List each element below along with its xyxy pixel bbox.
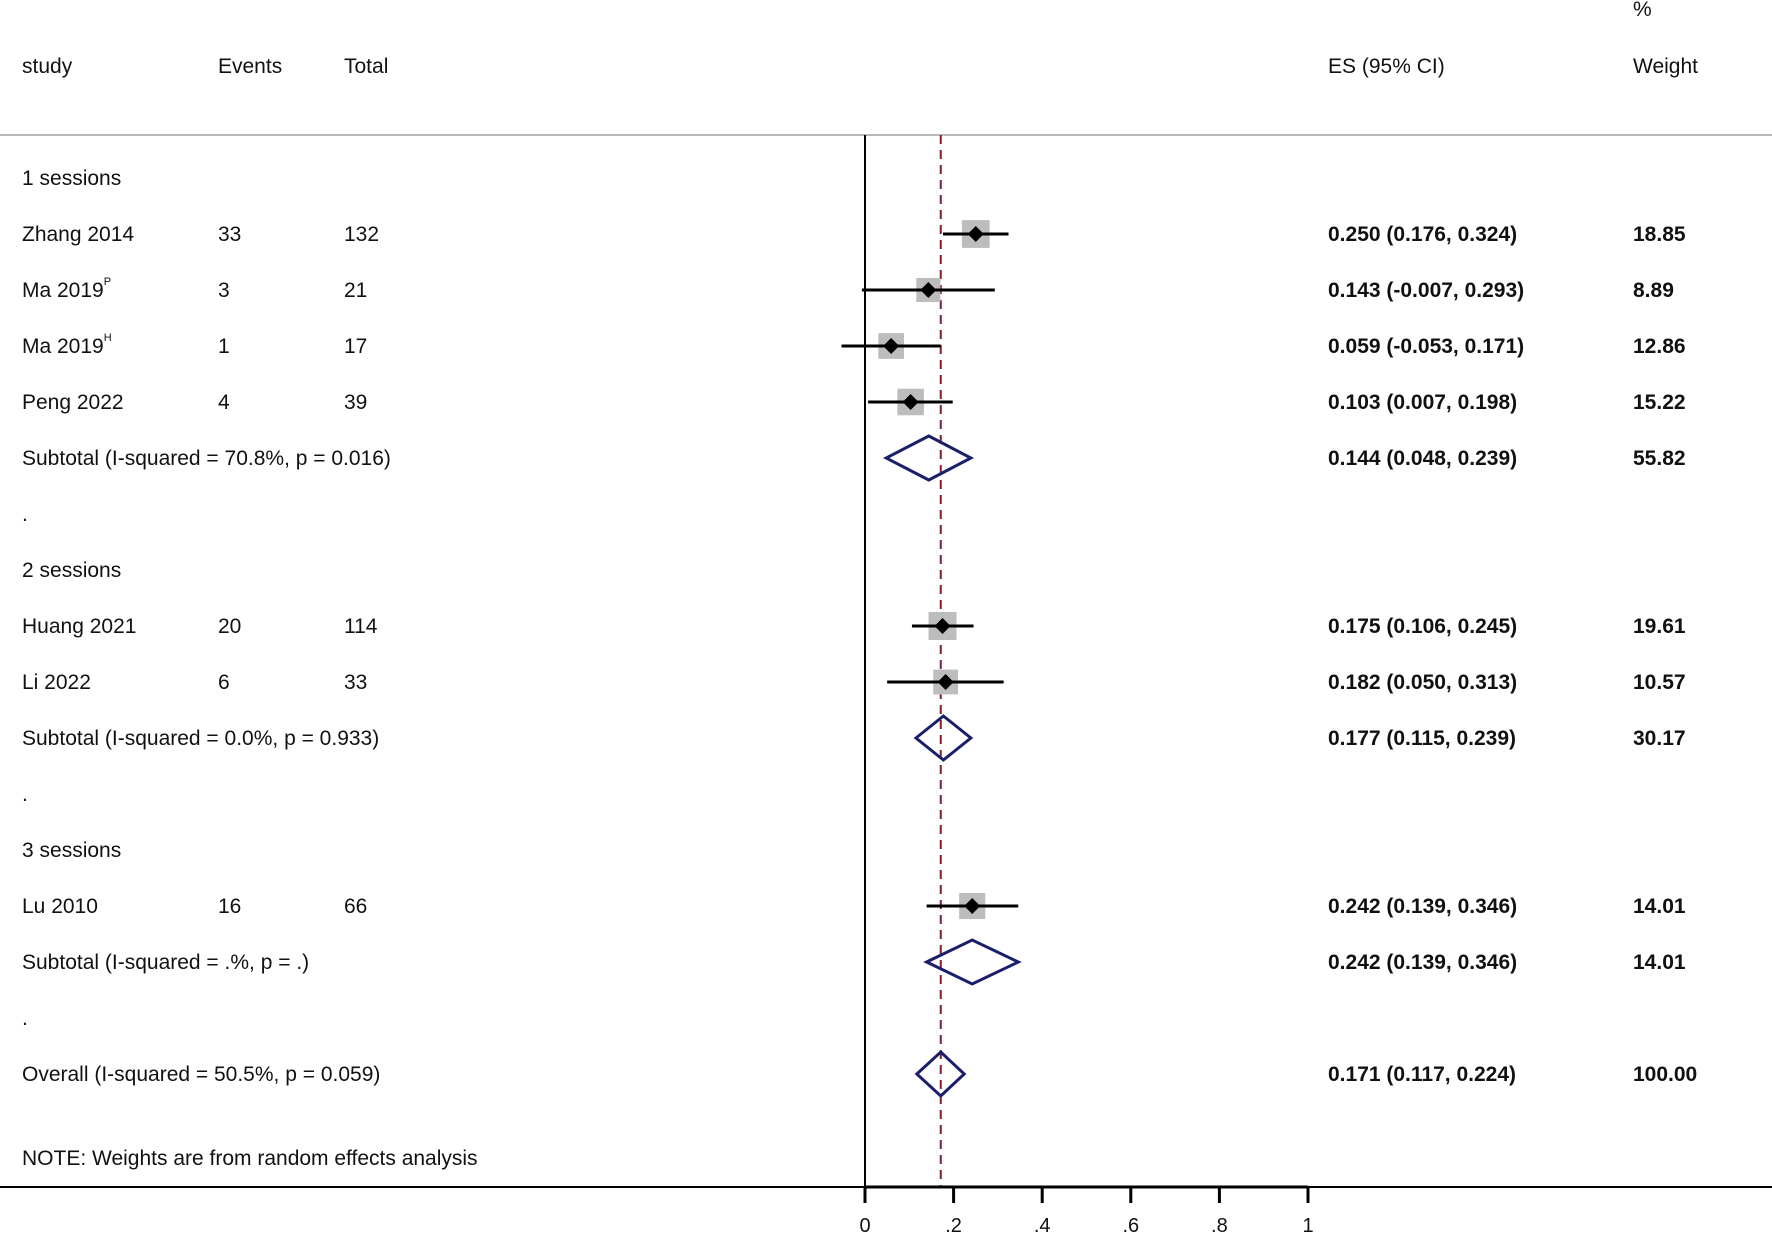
label-text: Ma 2019 xyxy=(22,335,104,358)
study-label: Zhang 2014 xyxy=(22,223,134,246)
point-estimate xyxy=(902,394,919,410)
header-es-ci: ES (95% CI) xyxy=(1328,55,1445,78)
weight-cell: 15.22 xyxy=(1633,391,1686,414)
point-estimate xyxy=(937,674,954,690)
x-tick-label: .6 xyxy=(1122,1215,1139,1237)
plot-layer xyxy=(841,135,1022,1187)
weight-cell: 14.01 xyxy=(1633,895,1686,918)
weight-cell: 10.57 xyxy=(1633,671,1686,694)
point-estimate xyxy=(964,898,981,914)
spacer-dot: . xyxy=(22,1007,28,1030)
weight-cell: 55.82 xyxy=(1633,447,1686,470)
x-tick-label: .8 xyxy=(1211,1215,1228,1237)
events-cell: 3 xyxy=(218,279,230,302)
group-label: 2 sessions xyxy=(22,559,121,582)
point-estimate xyxy=(967,226,984,242)
study-label: Lu 2010 xyxy=(22,895,98,918)
es-ci-cell: 0.250 (0.176, 0.324) xyxy=(1328,223,1517,246)
weight-cell: 12.86 xyxy=(1633,335,1686,358)
total-cell: 66 xyxy=(344,895,367,918)
x-axis: 0 .2 .4 .6 .8 1 xyxy=(859,1185,1314,1237)
es-ci-cell: 0.144 (0.048, 0.239) xyxy=(1328,447,1517,470)
events-cell: 20 xyxy=(218,615,241,638)
point-estimate xyxy=(883,338,900,354)
point-estimate xyxy=(934,618,951,634)
spacer-dot: . xyxy=(22,503,28,526)
es-ci-cell: 0.177 (0.115, 0.239) xyxy=(1328,727,1516,750)
es-ci-cell: 0.103 (0.007, 0.198) xyxy=(1328,391,1517,414)
header-events: Events xyxy=(218,55,282,78)
subtotal-diamond xyxy=(923,938,1022,986)
events-cell: 1 xyxy=(218,335,230,358)
weight-cell: 14.01 xyxy=(1633,951,1686,974)
study-label: Ma 2019P xyxy=(22,276,111,302)
x-tick-label: .2 xyxy=(945,1215,962,1237)
study-label: Ma 2019H xyxy=(22,332,112,358)
spacer-dot: . xyxy=(22,783,28,806)
label-text: Li 2022 xyxy=(22,671,91,694)
events-cell: 6 xyxy=(218,671,230,694)
total-cell: 132 xyxy=(344,223,379,246)
header-study: study xyxy=(22,55,73,78)
es-ci-cell: 0.171 (0.117, 0.224) xyxy=(1328,1063,1516,1086)
overall-diamond xyxy=(914,1049,967,1099)
weight-cell: 100.00 xyxy=(1633,1063,1697,1086)
weight-cell: 19.61 xyxy=(1633,615,1686,638)
x-tick-label: 1 xyxy=(1302,1215,1313,1237)
es-ci-cell: 0.059 (-0.053, 0.171) xyxy=(1328,335,1524,358)
total-cell: 21 xyxy=(344,279,367,302)
total-cell: 114 xyxy=(344,615,378,638)
rows-layer: 1 sessions Zhang 2014 33 132 0.250 (0.176, 0… xyxy=(22,167,1697,1086)
weight-cell: 18.85 xyxy=(1633,223,1686,246)
es-ci-cell: 0.143 (-0.007, 0.293) xyxy=(1328,279,1524,302)
label-text: Huang 2021 xyxy=(22,615,136,638)
subtotal-diamond xyxy=(882,434,975,482)
header-weight-percent: % xyxy=(1633,0,1652,21)
group-label: 3 sessions xyxy=(22,839,121,862)
header-total: Total xyxy=(344,55,388,78)
study-label: Li 2022 xyxy=(22,671,91,694)
label-text: Subtotal (I-squared = 0.0%, p = 0.933) xyxy=(22,727,379,750)
point-estimate xyxy=(920,282,937,298)
label-text: Peng 2022 xyxy=(22,391,124,414)
es-ci-cell: 0.175 (0.106, 0.245) xyxy=(1328,615,1517,638)
label-text: Overall (I-squared = 50.5%, p = 0.059) xyxy=(22,1063,380,1086)
study-label: Peng 2022 xyxy=(22,391,124,414)
weight-cell: 30.17 xyxy=(1633,727,1686,750)
footnote: NOTE: Weights are from random effects an… xyxy=(22,1147,478,1170)
x-tick-label: 0 xyxy=(859,1215,870,1237)
es-ci-cell: 0.182 (0.050, 0.313) xyxy=(1328,671,1517,694)
header-weight: Weight xyxy=(1633,55,1698,78)
subtotal-diamond xyxy=(913,714,974,762)
label-superscript: H xyxy=(104,332,112,344)
overall-label: Overall (I-squared = 50.5%, p = 0.059) xyxy=(22,1063,380,1086)
subtotal-label: Subtotal (I-squared = 70.8%, p = 0.016) xyxy=(22,447,391,470)
total-cell: 17 xyxy=(344,335,367,358)
study-label: Huang 2021 xyxy=(22,615,136,638)
total-cell: 33 xyxy=(344,671,367,694)
weight-cell: 8.89 xyxy=(1633,279,1674,302)
es-ci-cell: 0.242 (0.139, 0.346) xyxy=(1328,951,1517,974)
subtotal-label: Subtotal (I-squared = 0.0%, p = 0.933) xyxy=(22,727,379,750)
events-cell: 4 xyxy=(218,391,230,414)
label-text: Zhang 2014 xyxy=(22,223,134,246)
total-cell: 39 xyxy=(344,391,367,414)
label-text: Ma 2019 xyxy=(22,279,104,302)
x-tick-label: .4 xyxy=(1034,1215,1051,1237)
label-text: Lu 2010 xyxy=(22,895,98,918)
group-label: 1 sessions xyxy=(22,167,121,190)
label-text: Subtotal (I-squared = .%, p = .) xyxy=(22,951,309,974)
events-cell: 33 xyxy=(218,223,241,246)
subtotal-label: Subtotal (I-squared = .%, p = .) xyxy=(22,951,309,974)
label-text: Subtotal (I-squared = 70.8%, p = 0.016) xyxy=(22,447,391,470)
es-ci-cell: 0.242 (0.139, 0.346) xyxy=(1328,895,1517,918)
label-superscript: P xyxy=(104,276,111,288)
events-cell: 16 xyxy=(218,895,241,918)
